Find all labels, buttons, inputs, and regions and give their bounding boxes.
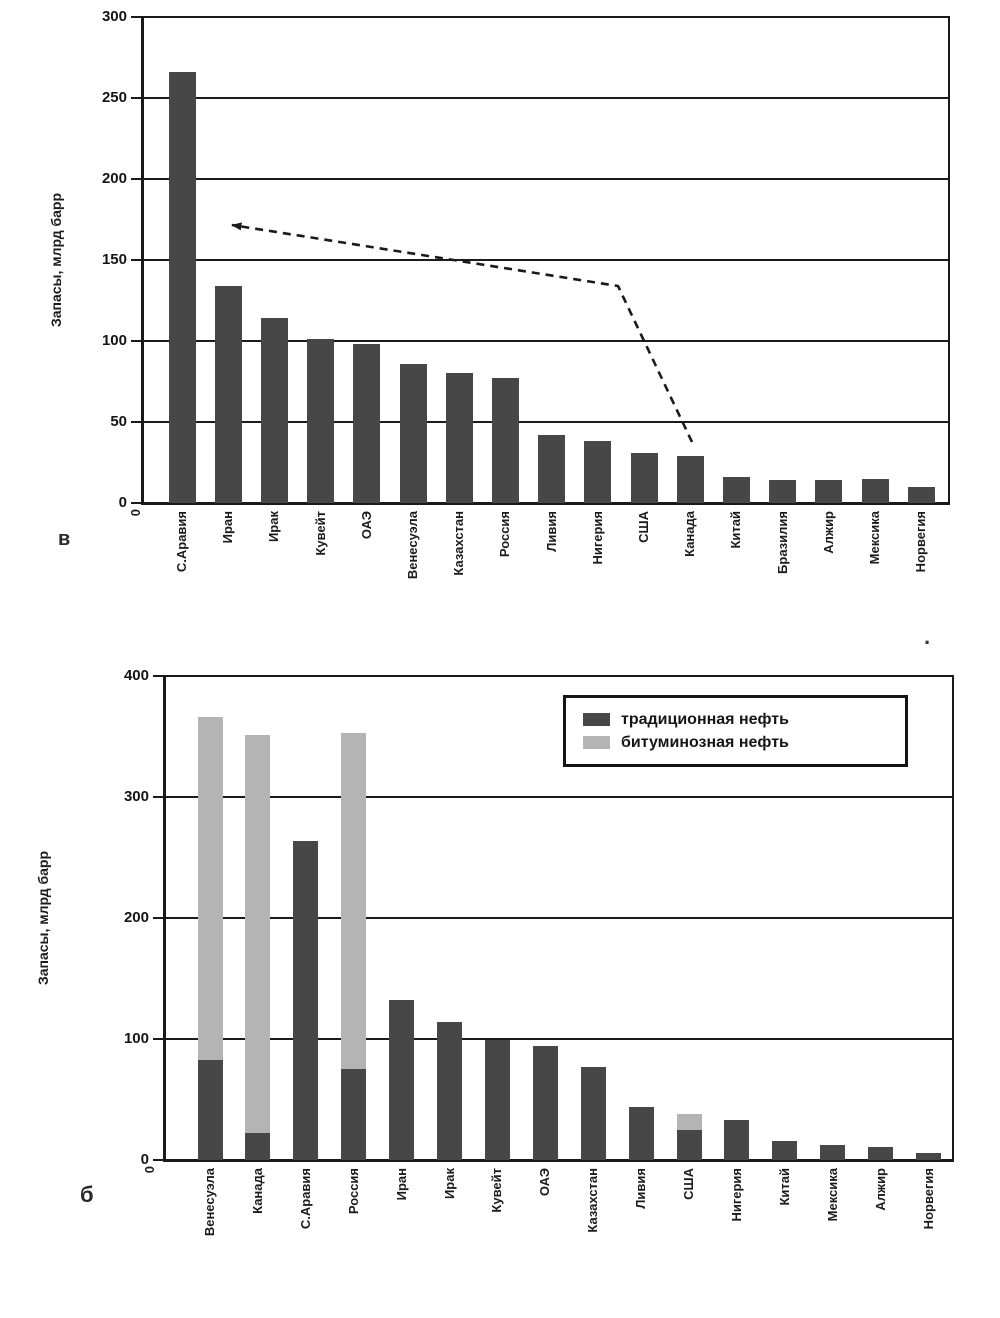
gridline <box>165 796 952 798</box>
y-tick-label: 0 <box>140 1151 149 1168</box>
bar <box>245 1133 270 1160</box>
y-tick <box>131 178 143 180</box>
gridline <box>165 917 952 919</box>
bar <box>868 1146 893 1160</box>
y-tick <box>153 675 165 677</box>
y-tick-label: 300 <box>123 788 149 805</box>
x-category-label: Нигерия <box>728 1168 744 1222</box>
y-tick <box>153 1038 165 1040</box>
x-category-label: Канада <box>249 1168 265 1214</box>
bar <box>772 1140 797 1160</box>
x-category-label: Ирак <box>441 1168 457 1200</box>
bar <box>169 72 196 503</box>
x-category-label: Иран <box>393 1168 409 1201</box>
y-tick-label: 300 <box>101 8 127 25</box>
x-category-label: Норвегия <box>920 1168 936 1230</box>
y-tick-label: 100 <box>101 332 127 349</box>
x-origin-label: 0 <box>142 1166 157 1174</box>
bar <box>916 1152 941 1160</box>
bar <box>389 1000 414 1160</box>
gridline <box>165 1038 952 1040</box>
x-category-label: США <box>681 1168 696 1200</box>
legend-swatch-bituminous-oil <box>583 736 610 749</box>
y-tick-label: 400 <box>123 667 149 684</box>
x-category-label: С.Аравия <box>297 1168 313 1230</box>
legend-swatch-traditional-oil <box>583 713 610 726</box>
bar <box>724 1120 749 1160</box>
bar <box>581 1066 606 1160</box>
bar <box>820 1145 845 1160</box>
bar <box>677 456 704 503</box>
panel-label-bottom: б <box>80 1182 94 1207</box>
x-category-label: ОАЭ <box>537 1168 553 1197</box>
y-tick <box>153 1159 165 1161</box>
legend-label-traditional: традиционная нефть <box>621 710 789 728</box>
gridline <box>143 178 948 180</box>
panel-label-top: в <box>58 528 71 550</box>
bar <box>629 1106 654 1160</box>
y-tick <box>131 97 143 99</box>
bar <box>293 840 318 1160</box>
bar <box>437 1022 462 1160</box>
y-tick-label: 150 <box>101 251 127 268</box>
legend-label-bituminous: битуминозная нефть <box>621 733 789 751</box>
bar <box>485 1040 510 1160</box>
bar <box>862 478 889 503</box>
bar <box>341 1069 366 1160</box>
bar <box>769 480 796 503</box>
y-tick-label: 200 <box>123 909 149 926</box>
bar <box>533 1046 558 1160</box>
bar <box>677 1114 702 1130</box>
y-tick-label: 100 <box>123 1030 149 1047</box>
y-tick-label: 50 <box>110 413 127 430</box>
gridline <box>143 97 948 99</box>
y-tick <box>131 502 143 504</box>
y-tick-label: 200 <box>101 170 127 187</box>
x-category-label: Кувейт <box>489 1168 505 1213</box>
bar <box>908 486 935 503</box>
y-tick <box>131 421 143 423</box>
bar <box>198 1059 223 1160</box>
x-category-label: Мексика <box>824 1168 840 1222</box>
legend-item-traditional: традиционная нефть <box>583 711 905 729</box>
x-category-label: Алжир <box>872 1168 888 1211</box>
bar <box>723 477 750 503</box>
y-tick <box>131 259 143 261</box>
x-category-label: Ливия <box>633 1168 649 1209</box>
x-category-label: Китай <box>776 1168 792 1206</box>
y-tick <box>131 16 143 18</box>
y-tick-label: 250 <box>101 89 127 106</box>
legend: традиционная нефть битуминозная нефть <box>563 695 908 767</box>
bar <box>815 480 842 503</box>
bar <box>198 717 223 1060</box>
x-category-label: Казахстан <box>585 1168 601 1233</box>
y-axis-title: Запасы, млрд барр <box>35 850 51 986</box>
y-tick <box>153 796 165 798</box>
x-category-label: Венесуэла <box>202 1168 217 1237</box>
bar <box>341 732 366 1070</box>
bar <box>677 1129 702 1160</box>
y-tick <box>153 917 165 919</box>
bar <box>631 452 658 503</box>
bar <box>538 434 565 503</box>
legend-item-bituminous: битуминозная нефть <box>583 734 905 752</box>
bar <box>245 735 270 1134</box>
x-category-label: Россия <box>345 1168 361 1215</box>
stray-period: . <box>924 624 931 649</box>
y-tick-label: 0 <box>118 494 127 511</box>
y-tick <box>131 340 143 342</box>
bar <box>584 441 611 503</box>
